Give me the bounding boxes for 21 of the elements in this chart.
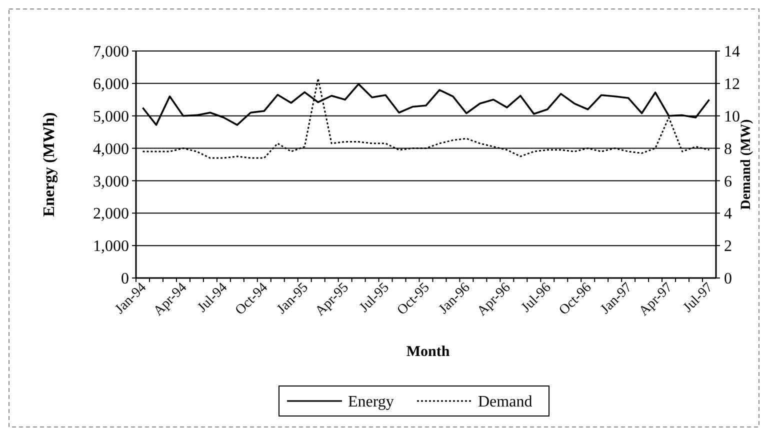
y-tick-label: 5,000: [93, 108, 129, 126]
y-tick-label: 6,000: [93, 76, 129, 94]
y-tick-label: 0: [121, 270, 129, 288]
y-tick-label: 4,000: [93, 140, 129, 158]
y2-tick-label: 12: [724, 76, 740, 94]
y-tick-label: 3,000: [93, 173, 129, 190]
y2-tick-label: 6: [724, 173, 732, 190]
y2-tick-label: 0: [724, 270, 732, 288]
y-tick-label: 1,000: [93, 238, 129, 256]
legend-label: Demand: [478, 394, 532, 411]
y2-tick-label: 14: [724, 44, 740, 61]
y2-tick-label: 10: [724, 108, 740, 126]
y2-tick-label: 4: [724, 206, 732, 223]
y2-tick-label: 8: [724, 140, 732, 158]
y2-axis-title: Demand (MW): [739, 118, 754, 210]
y-tick-label: 7,000: [93, 44, 129, 61]
legend-label: Energy: [348, 394, 394, 411]
x-axis-title: Month: [406, 344, 450, 360]
y-axis-title: Energy (MWh): [41, 112, 58, 217]
y-tick-label: 2,000: [93, 206, 129, 223]
y2-tick-label: 2: [724, 238, 732, 256]
